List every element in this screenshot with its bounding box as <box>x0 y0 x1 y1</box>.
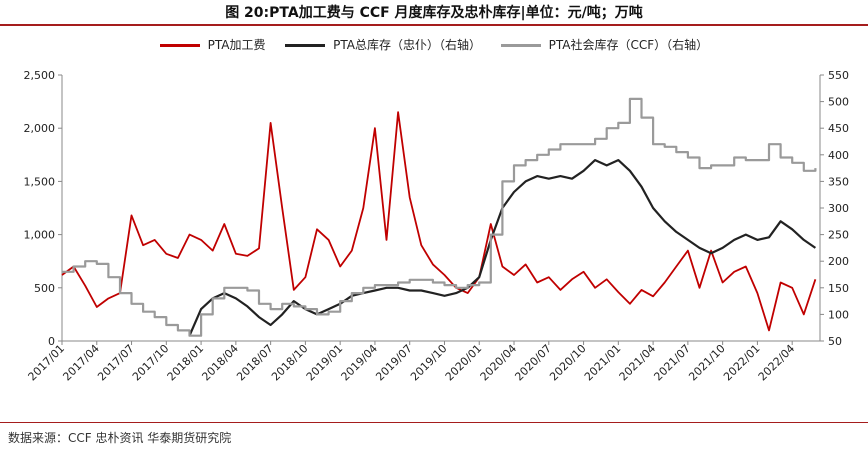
x-axis-tick-label: 2020/07 <box>512 342 554 384</box>
left-axis-tick-label: 500 <box>34 282 55 295</box>
chart-plot: 0 500 1,000 1,500 2,000 2,500 50 100 150 200 250 30… <box>24 69 850 384</box>
x-axis-tick-label: 2019/04 <box>339 342 381 384</box>
source-note: 数据来源：CCF 忠朴资讯 华泰期货研究院 <box>8 431 232 445</box>
legend-item-pta-fee: PTA加工费 <box>159 36 266 53</box>
chart-title: 图 20:PTA加工费与 CCF 月度库存及忠朴库存|单位：元/吨；万吨 <box>225 5 643 21</box>
right-axis-tick-label: 450 <box>828 122 849 135</box>
x-axis-tick-label: 2021/01 <box>582 342 624 384</box>
left-axis-tick-label: 2,500 <box>24 69 56 82</box>
right-axis-tick-label: 250 <box>828 229 849 242</box>
x-axis-tick-label: 2020/04 <box>478 342 520 384</box>
legend-label-social-stock: PTA社会库存（CCF）（右轴） <box>548 38 709 52</box>
x-axis-tick-label: 2021/07 <box>651 342 693 384</box>
legend-swatch-total-stock <box>285 44 326 47</box>
x-axis-tick-label: 2018/10 <box>269 342 311 384</box>
legend-label-pta-fee: PTA加工费 <box>207 38 266 52</box>
legend-label-total-stock: PTA总库存（忠仆）（右轴） <box>333 38 482 52</box>
x-axis-tick-label: 2017/07 <box>95 342 137 384</box>
right-axis-tick-label: 500 <box>828 96 849 109</box>
right-axis-tick-label: 100 <box>828 308 849 321</box>
x-axis-tick-label: 2021/04 <box>617 342 659 384</box>
right-axis-tick-label: 400 <box>828 149 849 162</box>
x-axis-tick-label: 2021/10 <box>686 342 728 384</box>
x-axis-tick-label: 2017/10 <box>130 342 172 384</box>
x-axis-tick-label: 2018/04 <box>199 342 241 384</box>
right-axis-tick-label: 550 <box>828 69 849 82</box>
right-axis-tick-label: 50 <box>828 335 842 348</box>
series-line-pta-fee <box>61 111 817 332</box>
legend-item-total-stock: PTA总库存（忠仆）（右轴） <box>285 36 481 53</box>
x-axis-tick-label: 2022/04 <box>756 342 798 384</box>
legend: PTA加工费 PTA总库存（忠仆）（右轴） PTA社会库存（CCF）（右轴） <box>0 36 868 53</box>
right-axis-tick-label: 200 <box>828 255 849 268</box>
right-axis-tick-label: 350 <box>828 175 849 188</box>
right-axis-tick-label: 150 <box>828 282 849 295</box>
series-line-social-stock <box>62 97 817 337</box>
x-axis-tick-label: 2022/01 <box>721 342 763 384</box>
x-axis-tick-label: 2017/01 <box>26 342 68 384</box>
title-bar: 图 20:PTA加工费与 CCF 月度库存及忠朴库存|单位：元/吨；万吨 <box>0 0 868 26</box>
left-axis-tick-label: 1,000 <box>24 229 56 242</box>
x-axis-tick-label: 2018/01 <box>165 342 207 384</box>
footer-divider <box>0 422 868 423</box>
left-axis-tick-label: 0 <box>48 335 55 348</box>
x-axis-tick-label: 2019/07 <box>373 342 415 384</box>
x-axis-tick-label: 2017/04 <box>60 342 102 384</box>
left-axis-tick-label: 2,000 <box>24 122 56 135</box>
left-axis-tick-label: 1,500 <box>24 175 56 188</box>
legend-swatch-social-stock <box>500 44 541 47</box>
legend-item-social-stock: PTA社会库存（CCF）（右轴） <box>500 36 709 53</box>
x-axis-tick-label: 2019/01 <box>304 342 346 384</box>
x-axis-tick-label: 2018/07 <box>234 342 276 384</box>
legend-swatch-pta-fee <box>159 44 200 47</box>
right-axis-tick-label: 300 <box>828 202 849 215</box>
x-axis-tick-label: 2020/01 <box>443 342 485 384</box>
x-axis-tick-label: 2019/10 <box>408 342 450 384</box>
x-axis-tick-label: 2020/10 <box>547 342 589 384</box>
